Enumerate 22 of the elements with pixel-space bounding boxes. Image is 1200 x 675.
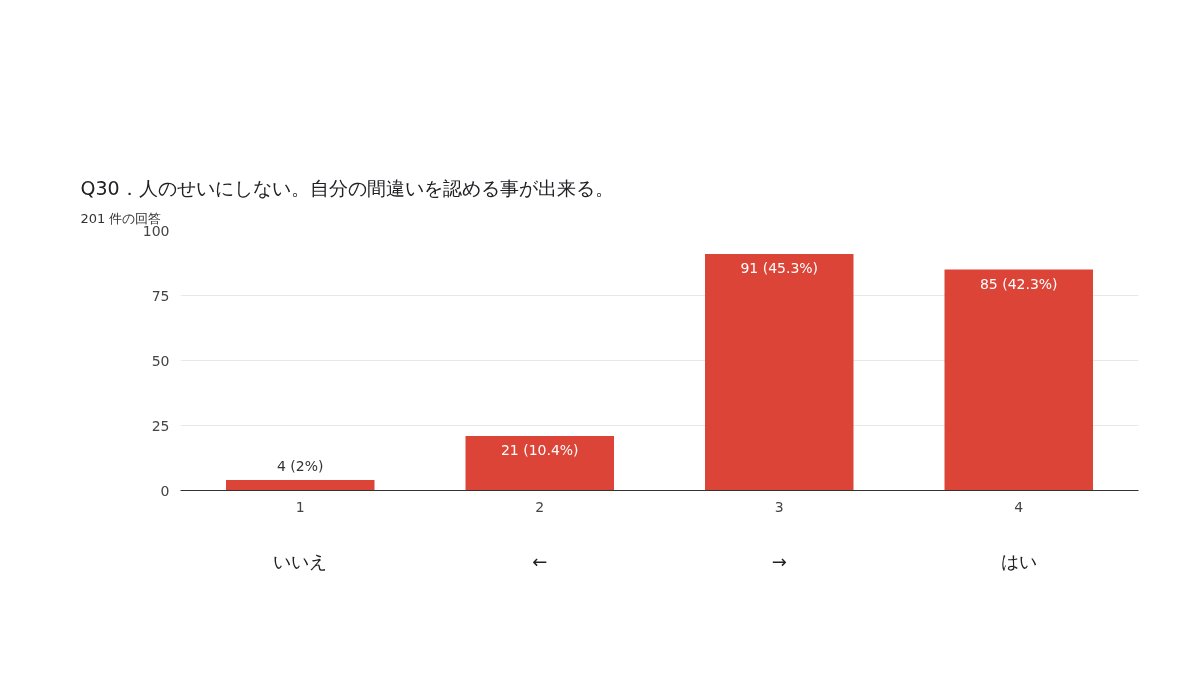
data-label: 91 (45.3%) (740, 259, 819, 276)
chart-subtitle: 201 件の回答 (80, 210, 162, 226)
x-tick-label: 4 (1014, 498, 1024, 515)
x-tick-label: 3 (774, 498, 784, 515)
data-label: 21 (10.4%) (500, 441, 579, 458)
bar (705, 253, 854, 491)
y-tick-label: 0 (160, 482, 170, 499)
bar (226, 480, 375, 491)
y-tick-label: 75 (151, 287, 170, 304)
y-tick-label: 50 (151, 352, 170, 369)
text: はい (1000, 550, 1037, 572)
text: いいえ (273, 550, 328, 572)
text: ← (532, 550, 548, 572)
data-label: 85 (42.3%) (979, 275, 1058, 292)
y-tick-label: 25 (151, 417, 170, 434)
text: → (771, 550, 787, 572)
bar (465, 435, 614, 491)
x-tick-label: 2 (535, 498, 545, 515)
chart-title: Q30．人のせいにしない。自分の間違いを認める事が出来る。 (80, 176, 614, 199)
bar (944, 269, 1093, 491)
x-tick-label: 1 (295, 498, 305, 515)
data-label: 4 (2%) (277, 458, 324, 475)
